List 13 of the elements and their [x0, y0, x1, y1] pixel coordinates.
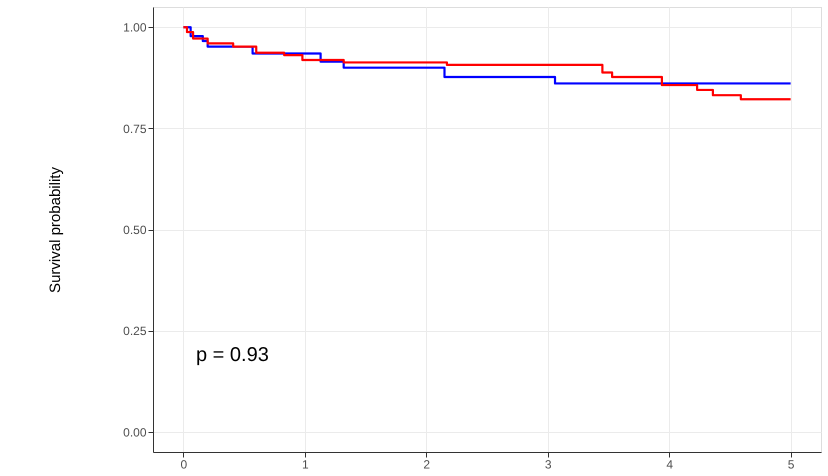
- x-tick-label: 4: [666, 458, 674, 472]
- y-tick-label: 0.00: [123, 425, 147, 440]
- annotation: p = 0.93: [196, 344, 269, 366]
- y-tick-label: 0.75: [123, 122, 147, 136]
- x-tick-label: 2: [423, 458, 430, 472]
- y-tick-label: 0.50: [123, 223, 147, 237]
- x-tick-label: 1: [302, 458, 309, 472]
- y-tick-label: 1.00: [123, 20, 147, 35]
- x-tick-label: 5: [788, 458, 795, 472]
- x-tick-label: 0: [180, 458, 188, 472]
- y-axis-title: Survival probability: [47, 166, 64, 293]
- y-tick-label: 0.25: [123, 324, 147, 338]
- x-tick-label: 3: [544, 458, 552, 472]
